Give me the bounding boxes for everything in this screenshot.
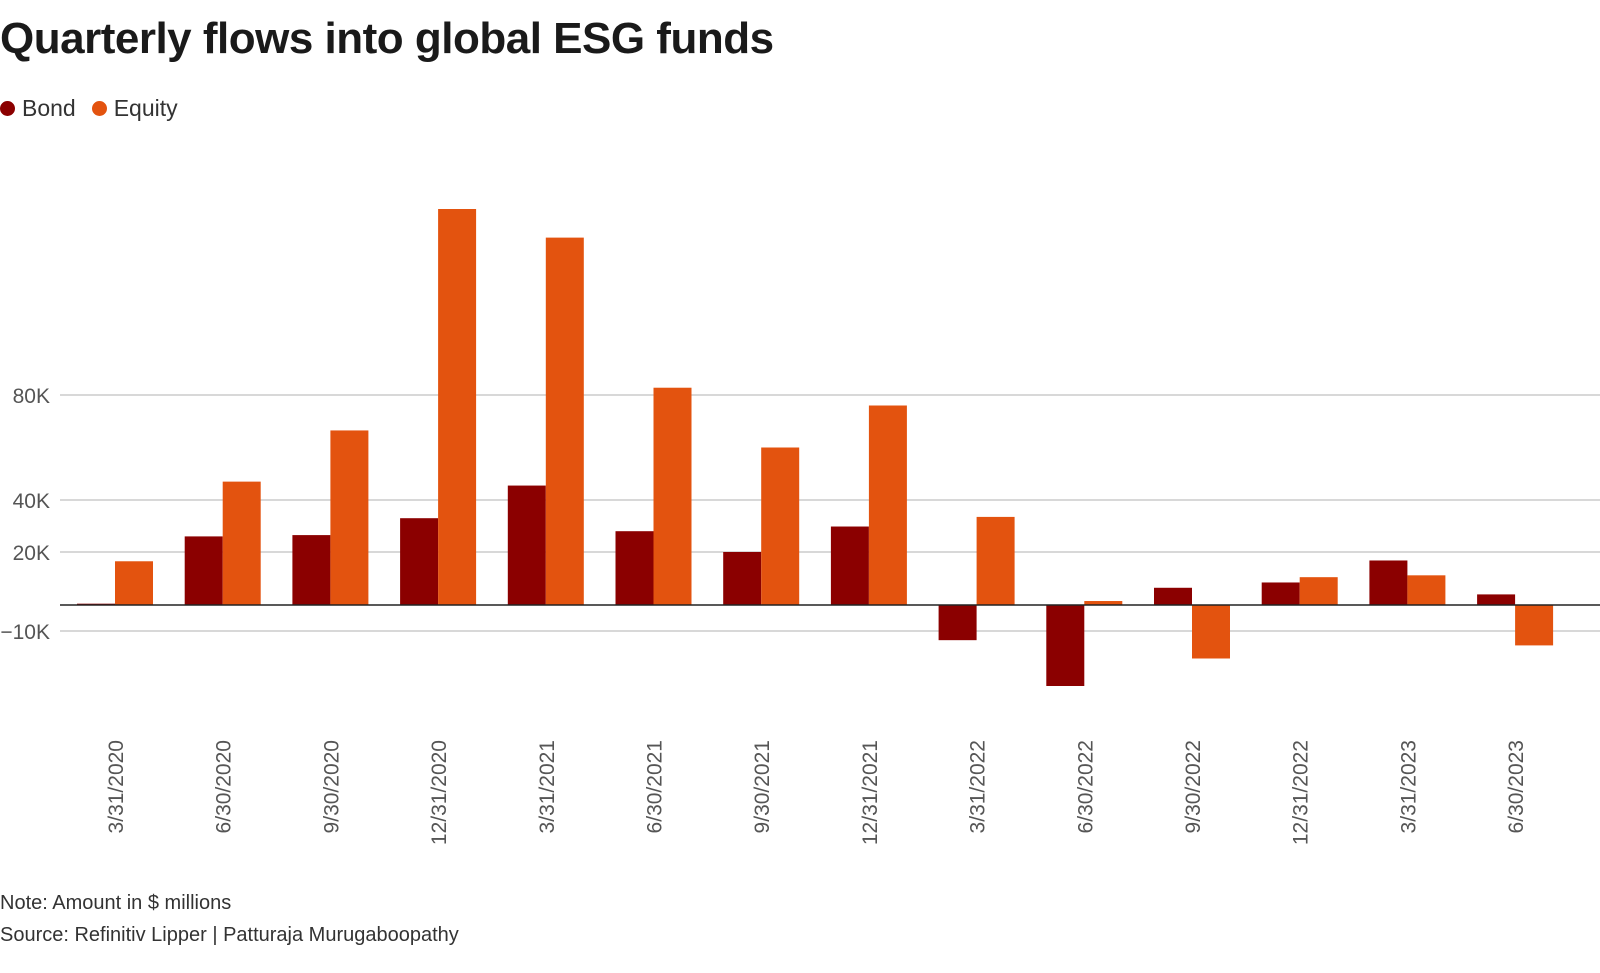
x-tick-label-6: 9/30/2021 bbox=[751, 740, 774, 833]
bar-bond-11 bbox=[1261, 582, 1300, 605]
bar-bond-8 bbox=[938, 605, 977, 641]
bar-equity-12 bbox=[1407, 575, 1446, 605]
bar-equity-0 bbox=[115, 561, 153, 605]
bar-bond-5 bbox=[615, 531, 654, 605]
bar-equity-4 bbox=[545, 237, 584, 605]
bar-equity-2 bbox=[330, 430, 369, 605]
bar-equity-1 bbox=[222, 481, 261, 605]
legend-label-bond: Bond bbox=[22, 95, 76, 121]
bar-bond-2 bbox=[292, 535, 331, 605]
legend: Bond Equity bbox=[0, 95, 194, 122]
x-tick-label-7: 12/31/2021 bbox=[859, 740, 882, 845]
bar-chart: 80K 40K 20K −10K 3/31/2020 6/30/2020 9/30/2020… bbox=[0, 209, 1600, 845]
bar-bond-7 bbox=[830, 526, 869, 605]
legend-item-bond: Bond bbox=[0, 95, 76, 122]
y-tick-label-1: 40K bbox=[13, 490, 50, 513]
chart-title: Quarterly flows into global ESG funds bbox=[0, 14, 774, 63]
bar-bond-4 bbox=[507, 485, 546, 605]
legend-dot-bond bbox=[0, 101, 15, 116]
x-tick-label-9: 6/30/2022 bbox=[1074, 740, 1097, 833]
x-tick-label-2: 9/30/2020 bbox=[320, 740, 343, 833]
x-tick-label-12: 3/31/2023 bbox=[1397, 740, 1420, 833]
bar-equity-8 bbox=[976, 516, 1015, 605]
bar-equity-10 bbox=[1192, 605, 1230, 659]
footnote: Note: Amount in $ millions bbox=[0, 892, 232, 914]
bar-equity-3 bbox=[438, 209, 477, 605]
legend-dot-equity bbox=[91, 101, 107, 116]
bar-bond-9 bbox=[1046, 605, 1085, 686]
bar-bond-1 bbox=[184, 536, 223, 605]
y-tick-label-3: −10K bbox=[0, 621, 50, 644]
x-tick-label-4: 3/31/2021 bbox=[536, 740, 559, 833]
bar-bond-10 bbox=[1154, 587, 1192, 605]
x-tick-label-5: 6/30/2021 bbox=[644, 740, 667, 833]
x-tick-label-8: 3/31/2022 bbox=[967, 740, 990, 833]
bar-equity-11 bbox=[1299, 577, 1338, 605]
bar-equity-9 bbox=[1084, 601, 1123, 605]
bar-equity-13 bbox=[1515, 605, 1554, 646]
legend-item-equity: Equity bbox=[91, 95, 178, 122]
bar-bond-12 bbox=[1369, 560, 1408, 605]
bar-bond-3 bbox=[400, 518, 439, 605]
x-tick-label-3: 12/31/2020 bbox=[428, 740, 451, 845]
x-tick-label-13: 6/30/2023 bbox=[1505, 740, 1528, 833]
bar-bond-13 bbox=[1477, 594, 1516, 605]
source-credit: Source: Refinitiv Lipper | Patturaja Mur… bbox=[0, 924, 459, 946]
y-tick-label-2: 20K bbox=[13, 542, 50, 565]
x-tick-label-11: 12/31/2022 bbox=[1290, 740, 1313, 845]
bar-equity-6 bbox=[761, 447, 800, 605]
x-tick-label-0: 3/31/2020 bbox=[105, 740, 128, 833]
x-tick-label-10: 9/30/2022 bbox=[1182, 740, 1205, 833]
legend-label-equity: Equity bbox=[113, 95, 178, 121]
bar-bond-6 bbox=[723, 552, 762, 605]
y-tick-label-0: 80K bbox=[13, 385, 50, 408]
bar-equity-5 bbox=[653, 387, 692, 605]
x-tick-label-1: 6/30/2020 bbox=[213, 740, 236, 833]
bar-equity-7 bbox=[868, 405, 907, 605]
